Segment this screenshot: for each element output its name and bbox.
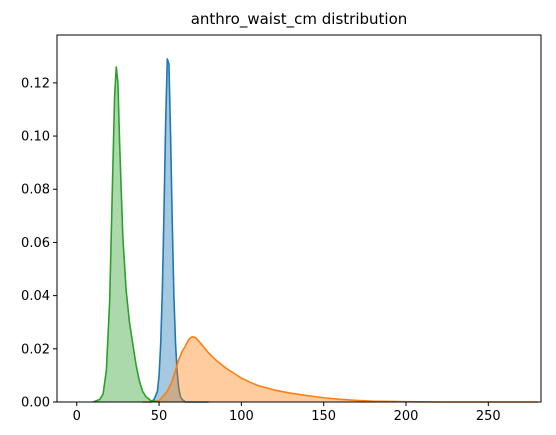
x-axis: 0 50 100 150 200 250 xyxy=(73,402,501,424)
series-3-area xyxy=(93,66,160,402)
x-tick-label: 250 xyxy=(476,409,501,424)
series-3-line xyxy=(92,66,160,403)
y-tick-label: 0.04 xyxy=(21,289,50,304)
series-1-line xyxy=(150,58,209,403)
y-tick-label: 0.00 xyxy=(21,396,50,411)
y-tick-label: 0.06 xyxy=(21,236,50,251)
y-tick-label: 0.12 xyxy=(21,76,50,91)
chart-title: anthro_waist_cm distribution xyxy=(191,10,408,29)
x-tick-label: 0 xyxy=(73,409,81,424)
y-tick-label: 0.10 xyxy=(21,130,50,145)
plot-area xyxy=(92,58,538,403)
plot-frame xyxy=(56,34,542,403)
x-tick-label: 150 xyxy=(311,409,336,424)
x-tick-label: 50 xyxy=(151,409,168,424)
series-2-line xyxy=(142,336,538,403)
x-tick-label: 100 xyxy=(229,409,254,424)
series-2-area xyxy=(142,336,538,402)
x-tick-label: 200 xyxy=(394,409,419,424)
y-tick-label: 0.02 xyxy=(21,342,50,357)
y-axis: 0.00 0.02 0.04 0.06 0.08 0.10 0.12 xyxy=(21,76,57,411)
y-tick-label: 0.08 xyxy=(21,183,50,198)
